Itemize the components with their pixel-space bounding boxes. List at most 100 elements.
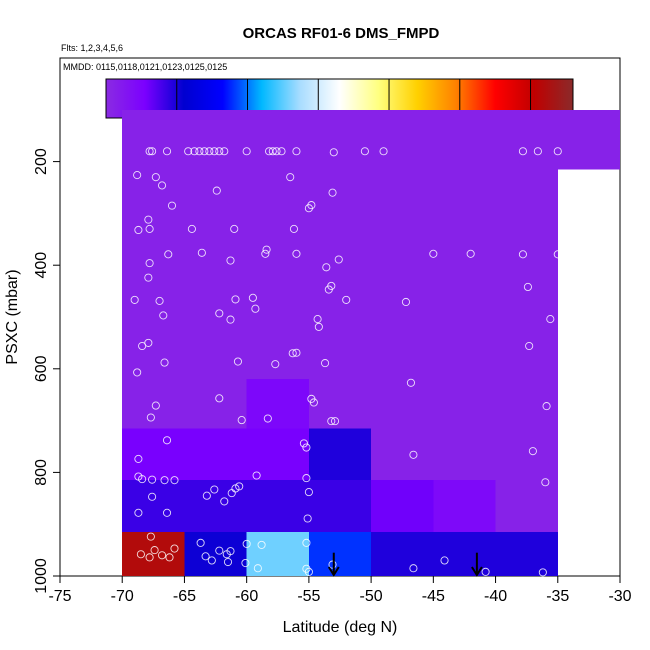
data-point [379, 147, 388, 156]
chart-title: ORCAS RF01-6 DMS_FMPD [243, 25, 440, 42]
data-point [429, 249, 438, 258]
data-point [170, 476, 179, 485]
data-point [145, 224, 154, 233]
data-point [553, 250, 562, 259]
data-point [272, 147, 281, 156]
data-point [167, 201, 177, 210]
data-point [233, 357, 243, 366]
x-tick-label: -40 [484, 588, 507, 605]
data-point [401, 297, 411, 307]
data-point [231, 295, 240, 304]
arrow-head [327, 566, 340, 577]
data-point [304, 567, 313, 576]
y-axis: 200 400 600 800 1000 [33, 148, 60, 594]
x-tick-label: -65 [173, 588, 196, 605]
data-point [145, 259, 154, 268]
data-point [304, 488, 313, 497]
data-point [528, 447, 537, 456]
data-point [145, 147, 154, 156]
data-point [342, 295, 351, 304]
data-point [329, 148, 338, 157]
data-point [518, 250, 527, 259]
data-point [134, 454, 143, 463]
data-point [157, 551, 167, 560]
data-point [248, 293, 257, 302]
data-point [546, 315, 555, 324]
data-point [327, 417, 336, 426]
data-point [184, 147, 193, 156]
x-tick-label: -30 [608, 588, 631, 605]
data-point [133, 368, 142, 377]
data-point [151, 173, 160, 182]
data-point [518, 147, 527, 156]
data-point [133, 171, 142, 180]
data-point [314, 322, 323, 331]
data-point [170, 544, 179, 553]
data-point [155, 296, 164, 305]
data-point [230, 224, 239, 233]
data-point [360, 147, 369, 156]
data-point [533, 147, 542, 156]
data-point [164, 250, 173, 259]
data-point [159, 311, 168, 320]
data-point [148, 475, 157, 484]
observation-points [130, 147, 562, 577]
data-point [309, 398, 318, 407]
arrow-head [471, 566, 483, 577]
data-point [202, 491, 211, 500]
data-point [263, 414, 272, 423]
data-point [134, 225, 143, 235]
y-tick-label: 200 [33, 148, 50, 175]
heatmap-cell [122, 428, 309, 481]
data-point [328, 560, 337, 569]
x-tick-label: -70 [111, 588, 134, 605]
data-point [150, 546, 159, 555]
data-point [523, 282, 532, 292]
data-point [330, 417, 340, 426]
data-point [292, 147, 301, 156]
data-point [277, 147, 286, 156]
data-point [324, 285, 333, 294]
data-point [251, 304, 260, 313]
data-point [525, 341, 534, 351]
data-point [286, 173, 295, 182]
data-point [253, 564, 262, 573]
data-point [207, 556, 216, 565]
data-point [134, 508, 143, 517]
data-point [187, 224, 196, 233]
data-point [292, 249, 301, 258]
data-point [215, 394, 224, 403]
data-point [322, 263, 331, 272]
data-point [210, 485, 219, 494]
data-point [165, 553, 174, 562]
data-point [302, 538, 311, 547]
heatmap-cell [433, 480, 496, 532]
data-point [328, 188, 337, 197]
data-point [302, 443, 311, 452]
data-point [215, 546, 224, 555]
data-point [226, 547, 235, 556]
data-point [481, 567, 490, 576]
data-point [162, 147, 172, 156]
data-point [136, 550, 145, 559]
data-point [210, 147, 219, 156]
heatmap-cell [308, 428, 372, 481]
x-tick-label: -55 [297, 588, 320, 605]
heatmap-cell [184, 531, 247, 576]
data-point [252, 471, 261, 480]
y-tick-label: 1000 [33, 558, 50, 594]
heatmap-cell [371, 480, 434, 532]
heatmap-cell [122, 480, 372, 532]
data-point [271, 360, 280, 369]
heatmap-cell [122, 109, 620, 170]
data-point [138, 475, 147, 484]
data-point [226, 315, 235, 324]
data-point [190, 147, 199, 156]
data-point [160, 358, 169, 367]
data-point [262, 245, 271, 254]
data-point [144, 273, 153, 282]
data-point [409, 450, 418, 459]
data-point [440, 556, 449, 565]
heatmap-cell [122, 169, 558, 380]
